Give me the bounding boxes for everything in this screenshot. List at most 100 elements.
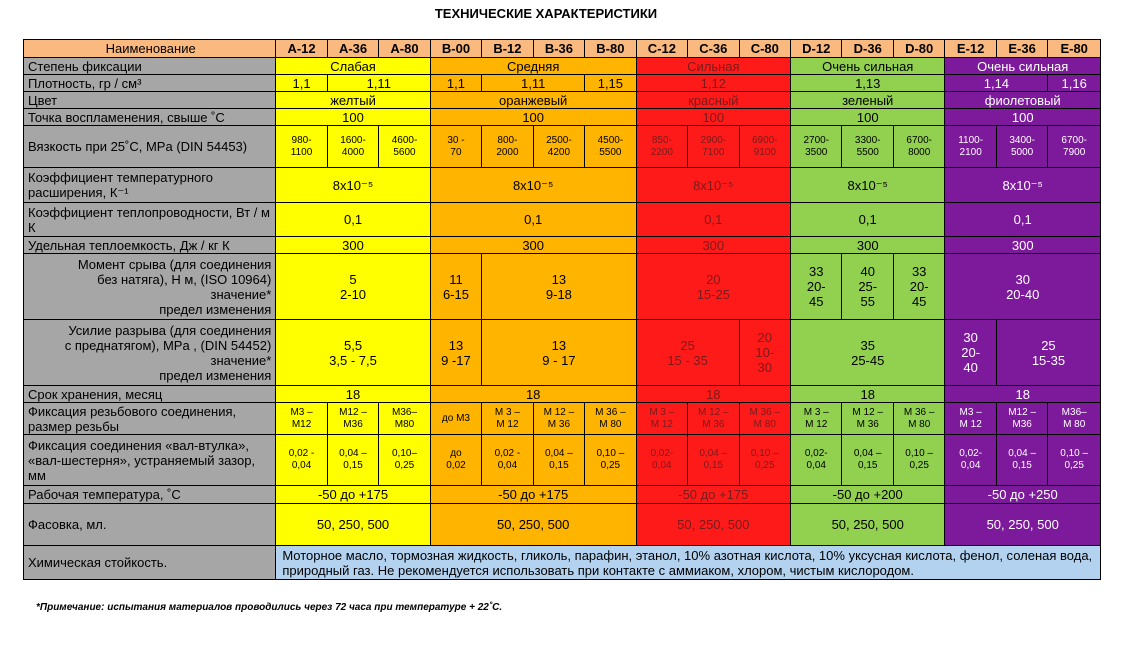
cell-value: 0,10– 0,25 (378, 434, 431, 486)
cell-value: М 12 – М 36 (532, 402, 586, 435)
row-viscosity: Вязкость при 25˚С, MPa (DIN 54453) 980- … (22, 125, 1101, 168)
cell-value: М12 – М36 (995, 402, 1049, 435)
cell-a: 5 2-10 (275, 253, 431, 320)
cell-e: фиолетовый (944, 91, 1101, 109)
cell-value: 3300- 5500 (841, 125, 894, 168)
cell-a36-80: 1,11 (326, 74, 431, 92)
cell-value: 4600- 5600 (378, 125, 431, 168)
cell-value: М 12 – М 36 (841, 402, 894, 435)
cell-c: 25 15 - 35 (635, 319, 740, 386)
cell-value: 0,04 – 0,15 (995, 434, 1049, 486)
cell-d12: 33 20- 45 (790, 253, 843, 320)
cell-b: -50 до +175 (429, 485, 637, 504)
chemical-text: Моторное масло, тормозная жидкость, глик… (275, 545, 1101, 580)
cell-value: М3 – М 12 (944, 402, 997, 435)
cell-c: 20 15-25 (635, 253, 792, 320)
header-col: D-12 (790, 39, 843, 58)
row-flash-point: Точка воспламенения, свыше ˚С 100 100 10… (22, 108, 1101, 126)
row-thread: Фиксация резьбового соединения, размер р… (22, 402, 1101, 435)
row-density: Плотность, гр / см³ 1,1 1,11 1,1 1,11 1,… (22, 74, 1101, 92)
cell-value: М 3 – М 12 (790, 402, 843, 435)
cell-d: Очень сильная (790, 57, 946, 75)
cell-b: 0,1 (429, 202, 637, 237)
header-col: B-12 (481, 39, 534, 58)
cell-b: 13 9 - 17 (481, 319, 637, 386)
cell-b: 100 (429, 108, 637, 126)
cell-value: 0,02- 0,04 (790, 434, 843, 486)
cell-value: 0,10 – 0,25 (1047, 434, 1101, 486)
row-label: Точка воспламенения, свыше ˚С (22, 108, 277, 126)
cell-e: 50, 250, 500 (944, 503, 1101, 546)
header-col: C-80 (738, 39, 792, 58)
cell-b: 300 (429, 236, 637, 254)
cell-d: 0,1 (790, 202, 946, 237)
row-conductivity: Коэффициент теплопроводности, Вт / м К 0… (22, 202, 1101, 237)
cell-a12: 1,1 (275, 74, 328, 92)
cell-value: 0,02- 0,04 (635, 434, 689, 486)
cell-d: 18 (790, 385, 946, 403)
cell-value: 6700- 8000 (892, 125, 946, 168)
cell-value: 0,02 - 0,04 (481, 434, 534, 486)
cell-value: 30 - 70 (429, 125, 483, 168)
row-gap: Фиксация соединения «вал-втулка», «вал-ш… (22, 434, 1101, 486)
row-label: Степень фиксации (22, 57, 277, 75)
cell-e: 30 20-40 (944, 253, 1101, 320)
cell-d80: 33 20- 45 (892, 253, 946, 320)
header-col: B-80 (584, 39, 637, 58)
header-col: B-36 (532, 39, 586, 58)
cell-e12-36: 1,14 (944, 74, 1049, 92)
header-row: Наименование A-12 A-36 A-80 B-00 B-12 B-… (22, 39, 1101, 58)
cell-c: 8х10⁻⁵ (635, 167, 792, 203)
row-label: Фиксация резьбового соединения, размер р… (22, 402, 277, 435)
cell-d: 50, 250, 500 (790, 503, 946, 546)
cell-value: 0,04 – 0,15 (532, 434, 586, 486)
cell-d: 100 (790, 108, 946, 126)
cell-e: -50 до +250 (944, 485, 1101, 504)
cell-e: 18 (944, 385, 1101, 403)
cell-e12: 30 20- 40 (944, 319, 997, 386)
row-label: Рабочая температура, ˚С (22, 485, 277, 504)
cell-a: Слабая (275, 57, 431, 75)
row-fixation: Степень фиксации Слабая Средняя Сильная … (22, 57, 1101, 75)
cell-value: 0,02- 0,04 (944, 434, 997, 486)
cell-c: 18 (635, 385, 792, 403)
cell-value: 0,04 – 0,15 (326, 434, 380, 486)
cell-d36: 40 25- 55 (841, 253, 894, 320)
cell-value: 1600- 4000 (326, 125, 380, 168)
cell-value: 0,10 – 0,25 (892, 434, 946, 486)
cell-e: Очень сильная (944, 57, 1101, 75)
header-col: A-12 (275, 39, 328, 58)
cell-b12-36: 1,11 (481, 74, 586, 92)
cell-c: 0,1 (635, 202, 792, 237)
cell-d: 35 25-45 (790, 319, 946, 386)
cell-value: до М3 (429, 402, 483, 435)
row-work-temp: Рабочая температура, ˚С -50 до +175 -50 … (22, 485, 1101, 504)
header-col: E-36 (995, 39, 1049, 58)
cell-value: 0,02 - 0,04 (275, 434, 328, 486)
cell-value: 1100- 2100 (944, 125, 997, 168)
cell-value: М 12 – М 36 (687, 402, 740, 435)
row-label: Коэффициент теплопроводности, Вт / м К (22, 202, 277, 237)
cell-b: 13 9-18 (481, 253, 637, 320)
row-label: Фиксация соединения «вал-втулка», «вал-ш… (22, 434, 277, 486)
cell-value: 6900- 9100 (738, 125, 792, 168)
cell-value: 0,04 – 0,15 (841, 434, 894, 486)
cell-value: 3400- 5000 (995, 125, 1049, 168)
header-col: A-36 (326, 39, 380, 58)
cell-c: 300 (635, 236, 792, 254)
cell-b80: 1,15 (584, 74, 637, 92)
cell-value: до 0,02 (429, 434, 483, 486)
cell-d: зеленый (790, 91, 946, 109)
row-storage: Срок хранения, месяц 18 18 18 18 18 (22, 385, 1101, 403)
row-label: Плотность, гр / см³ (22, 74, 277, 92)
cell-a: 18 (275, 385, 431, 403)
row-label: Цвет (22, 91, 277, 109)
cell-value: М 36 – М 80 (892, 402, 946, 435)
cell-value: 2500- 4200 (532, 125, 586, 168)
row-heat-capacity: Удельная теплоемкость, Дж / кг К 300 300… (22, 236, 1101, 254)
cell-d: 8х10⁻⁵ (790, 167, 946, 203)
row-color: Цвет желтый оранжевый красный зеленый фи… (22, 91, 1101, 109)
cell-value: М 3 – М 12 (481, 402, 534, 435)
cell-a: 5,5 3,5 - 7,5 (275, 319, 431, 386)
cell-c: -50 до +175 (635, 485, 792, 504)
